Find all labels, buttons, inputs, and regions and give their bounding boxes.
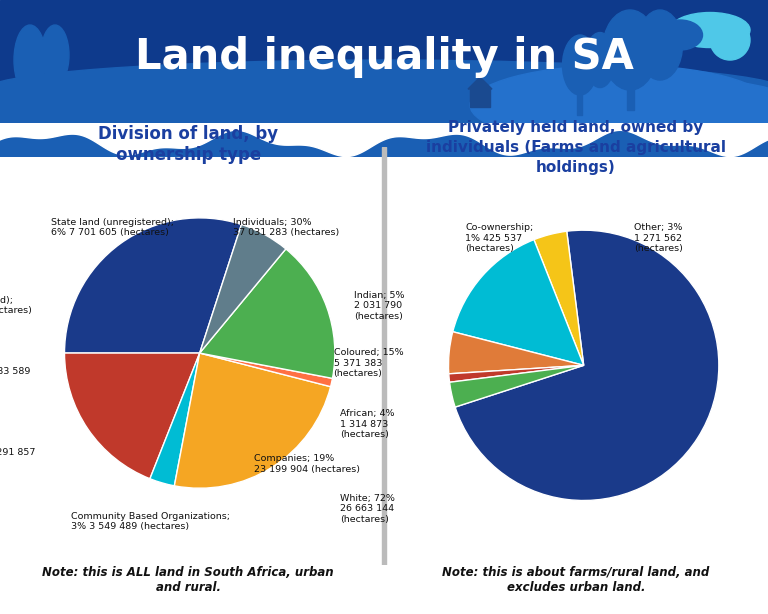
Bar: [382, 147, 386, 565]
Text: Companies; 19%
23 199 904 (hectares): Companies; 19% 23 199 904 (hectares): [253, 454, 359, 474]
Wedge shape: [455, 230, 719, 500]
Wedge shape: [65, 353, 200, 479]
Text: State land (registered);
17% 20 267 151 (hectares): State land (registered); 17% 20 267 151 …: [0, 295, 32, 315]
Text: Note: this is about farms/rural land, and
excludes urban land.: Note: this is about farms/rural land, an…: [442, 566, 710, 594]
Text: Other; 3%
1 271 562
(hectares): Other; 3% 1 271 562 (hectares): [634, 223, 684, 253]
Text: Land inequality in SA: Land inequality in SA: [134, 36, 634, 78]
Text: White; 72%
26 663 144
(hectares): White; 72% 26 663 144 (hectares): [340, 494, 396, 524]
Wedge shape: [174, 353, 330, 488]
Text: Community Based Organizations;
3% 3 549 489 (hectares): Community Based Organizations; 3% 3 549 …: [71, 512, 230, 531]
Text: Individuals; 30%
37 031 283 (hectares): Individuals; 30% 37 031 283 (hectares): [233, 218, 339, 237]
Bar: [577, 77, 582, 115]
Ellipse shape: [603, 10, 657, 90]
Bar: [470, 89, 490, 107]
Wedge shape: [200, 353, 333, 387]
Wedge shape: [150, 353, 200, 486]
Wedge shape: [453, 239, 584, 365]
Text: Co-ownership; 1% 883 589
(hectares): Co-ownership; 1% 883 589 (hectares): [0, 367, 31, 386]
Wedge shape: [449, 332, 584, 374]
Bar: [52, 80, 58, 115]
Bar: [27, 75, 33, 115]
Polygon shape: [468, 77, 492, 89]
Ellipse shape: [562, 35, 598, 95]
Ellipse shape: [637, 10, 683, 80]
Wedge shape: [200, 249, 335, 378]
Text: Trusts; 24% 29 291 857
(hectares): Trusts; 24% 29 291 857 (hectares): [0, 448, 35, 467]
Text: African; 4%
1 314 873
(hectares): African; 4% 1 314 873 (hectares): [340, 410, 395, 439]
Ellipse shape: [657, 20, 703, 50]
Ellipse shape: [600, 80, 768, 140]
Text: Co-ownership;
1% 425 537
(hectares): Co-ownership; 1% 425 537 (hectares): [465, 223, 534, 253]
Ellipse shape: [0, 60, 768, 120]
Text: Indian; 5%
2 031 790
(hectares): Indian; 5% 2 031 790 (hectares): [354, 291, 405, 321]
Wedge shape: [200, 225, 286, 353]
Wedge shape: [534, 231, 584, 365]
Wedge shape: [449, 365, 584, 383]
Wedge shape: [65, 218, 241, 353]
Bar: [0, 90, 768, 135]
Text: Note: this is ALL land in South Africa, urban
and rural.: Note: this is ALL land in South Africa, …: [42, 566, 334, 594]
Ellipse shape: [670, 12, 750, 47]
Text: Division of land, by
ownership type: Division of land, by ownership type: [98, 125, 278, 164]
Wedge shape: [449, 365, 584, 407]
Text: Coloured; 15%
5 371 383
(hectares): Coloured; 15% 5 371 383 (hectares): [333, 348, 403, 378]
Ellipse shape: [585, 33, 615, 88]
Ellipse shape: [41, 25, 69, 85]
Ellipse shape: [14, 25, 46, 95]
Ellipse shape: [470, 65, 768, 145]
Text: Privately held land, owned by
individuals (Farms and agricultural
holdings): Privately held land, owned by individual…: [426, 120, 726, 174]
Text: State land (unregistered);
6% 7 701 605 (hectares): State land (unregistered); 6% 7 701 605 …: [51, 218, 174, 237]
Bar: [627, 60, 634, 110]
Ellipse shape: [710, 20, 750, 60]
